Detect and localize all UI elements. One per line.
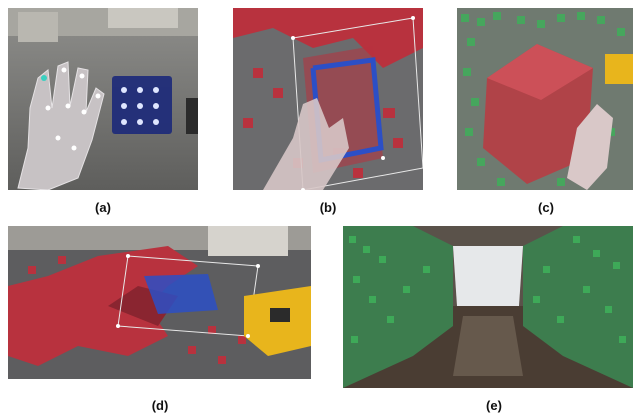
panel-b-image [233, 8, 423, 190]
caption-a: (a) [95, 200, 111, 215]
panel-a-image [8, 8, 198, 190]
caption-b: (b) [319, 200, 337, 215]
panel-e-image [343, 226, 633, 388]
panel-d-image [8, 226, 311, 379]
caption-e: (e) [486, 398, 502, 413]
panel-c-image [457, 8, 633, 190]
caption-d: (d) [151, 398, 169, 413]
caption-c: (c) [538, 200, 554, 215]
